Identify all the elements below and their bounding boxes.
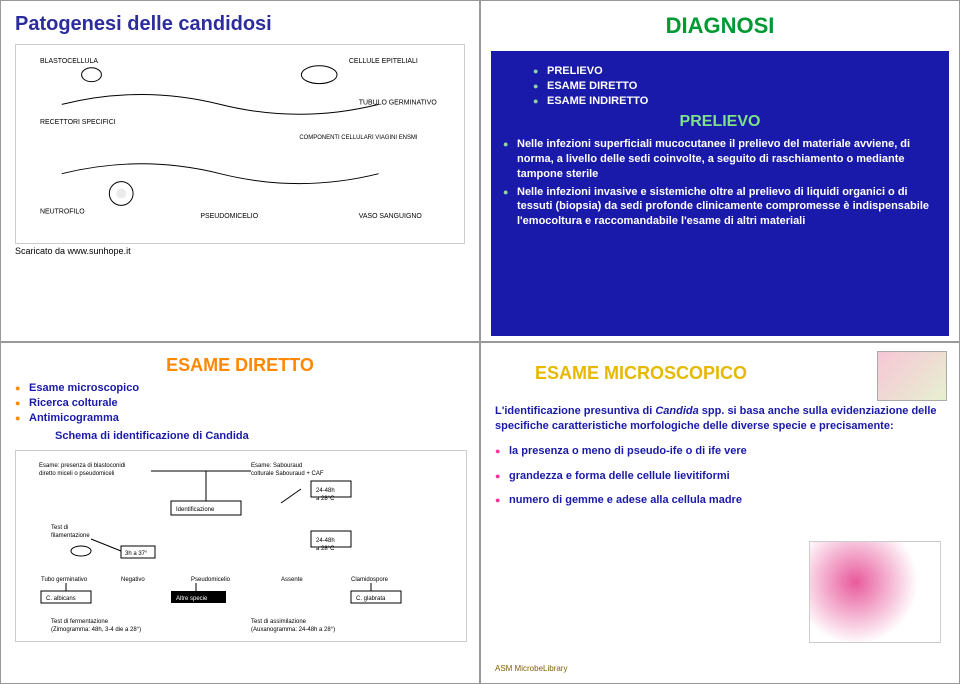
slide3-schema-line: Schema di identificazione di Candida [55,430,465,442]
slide-diagnosi: DIAGNOSI PRELIEVO ESAME DIRETTO ESAME IN… [480,0,960,342]
flow-label: diretto miceli o pseudomiceli [39,471,114,477]
bullet-grandezza: grandezza e forma delle cellule lievitif… [495,469,945,484]
diagram-label: BLASTOCELLULA [40,58,98,65]
identification-flowchart-svg: Esame: presenza di blastoconidi diretto … [16,451,466,641]
svg-text:Clamidospore: Clamidospore [351,577,389,583]
diagram-label: RECETTORI SPECIFICI [40,119,116,126]
svg-text:24-48h: 24-48h [316,538,335,544]
svg-text:Identificazione: Identificazione [176,507,215,513]
slide3-flowchart: Esame: presenza di blastoconidi diretto … [15,450,467,642]
diagram-label: CELLULE EPITELIALI [349,58,418,65]
slide2-title: DIAGNOSI [495,13,945,39]
bullet-esame-diretto: ESAME DIRETTO [533,80,937,92]
slide4-microscopy-image [809,541,941,643]
bullet-gemme: numero di gemme e adese alla cellula mad… [495,493,945,508]
svg-text:3h a 37°: 3h a 37° [125,551,148,557]
bullet-prelievo: PRELIEVO [533,65,937,77]
diagram-label: TUBULO GERMINATIVO [359,99,438,106]
slide2-para2: Nelle infezioni invasive e sistemiche ol… [503,185,937,230]
slide4-thumb [877,351,947,401]
diagram-label: VASO SANGUIGNO [359,213,423,220]
pathogenesis-diagram-svg: BLASTOCELLULA CELLULE EPITELIALI TUBULO … [16,45,464,243]
slide4-para: L'identificazione presuntiva di Candida … [495,404,945,434]
diagram-label: PSEUDOMICELIO [200,213,258,220]
svg-text:(Auxanogramma: 24-48h a 28°): (Auxanogramma: 24-48h a 28°) [251,627,335,633]
flow-label: colturale Sabouraud + CAF [251,471,324,477]
svg-text:a 28°C: a 28°C [316,546,335,552]
slide2-top-bullets: PRELIEVO ESAME DIRETTO ESAME INDIRETTO [533,65,937,107]
slide2-para-list: Nelle infezioni superficiali mucocutanee… [503,137,937,229]
svg-text:Test di fermentazione: Test di fermentazione [51,619,109,625]
slide-esame-microscopico: ESAME MICROSCOPICO L'identificazione pre… [480,342,960,684]
slide1-caption: Scaricato da www.sunhope.it [15,246,465,256]
flow-label: Esame: presenza di blastoconidi [39,463,125,469]
svg-text:filamentazione: filamentazione [51,533,90,539]
svg-text:24-48h: 24-48h [316,488,335,494]
svg-text:Altre specie: Altre specie [176,596,208,602]
slide-esame-diretto: ESAME DIRETTO Esame microscopico Ricerca… [0,342,480,684]
slide2-subheading: PRELIEVO [503,113,937,131]
bullet-ricerca-colturale: Ricerca colturale [15,397,465,409]
slide4-bullets: la presenza o meno di pseudo-ife o di if… [495,444,945,509]
svg-text:Assente: Assente [281,577,303,583]
svg-text:Negativo: Negativo [121,577,145,583]
slide-patogenesi: Patogenesi delle candidosi BLASTOCELLULA… [0,0,480,342]
svg-text:(Zimogramma: 48h, 3-4 die a 28: (Zimogramma: 48h, 3-4 die a 28°) [51,627,141,633]
slide1-title: Patogenesi delle candidosi [15,13,465,36]
slide1-diagram: BLASTOCELLULA CELLULE EPITELIALI TUBULO … [15,44,465,244]
slide4-credit: ASM MicrobeLibrary [495,664,567,673]
slide2-para1: Nelle infezioni superficiali mucocutanee… [503,137,937,182]
svg-text:C. albicans: C. albicans [46,596,76,602]
svg-text:a 28°C: a 28°C [316,496,335,502]
bullet-esame-indiretto: ESAME INDIRETTO [533,95,937,107]
slide3-bullets: Esame microscopico Ricerca colturale Ant… [15,382,465,424]
slide2-body: PRELIEVO ESAME DIRETTO ESAME INDIRETTO P… [491,51,949,336]
svg-text:Test di: Test di [51,525,68,531]
svg-text:Tubo germinativo: Tubo germinativo [41,577,88,583]
slide3-title: ESAME DIRETTO [15,355,465,376]
svg-text:Test di assimilazione: Test di assimilazione [251,619,307,625]
diagram-label: COMPONENTI CELLULARI VIAGINI ENSMI [299,135,417,141]
bullet-antimicogramma: Antimicogramma [15,412,465,424]
svg-text:Pseudomicelio: Pseudomicelio [191,577,231,583]
svg-text:C. glabrata: C. glabrata [356,596,386,602]
flow-label: Esame: Sabouraud [251,463,302,469]
diagram-label: NEUTROFILO [40,208,85,215]
bullet-esame-microscopico: Esame microscopico [15,382,465,394]
bullet-pseudoife: la presenza o meno di pseudo-ife o di if… [495,444,945,459]
